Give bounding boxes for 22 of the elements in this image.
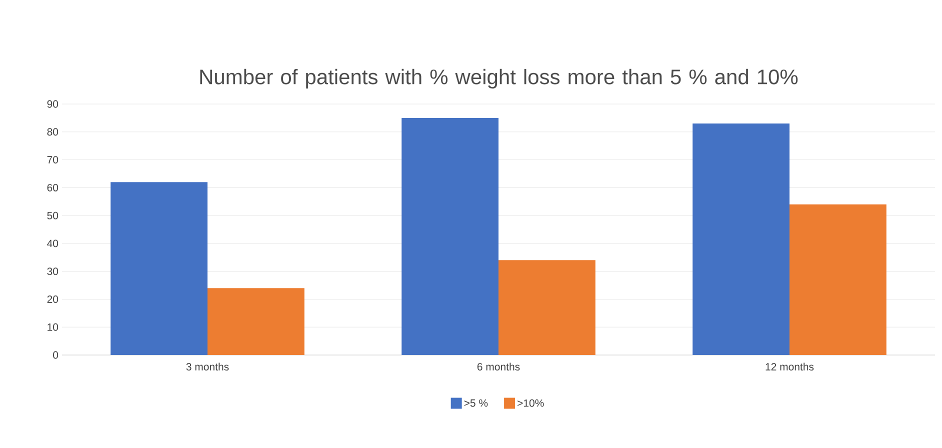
bar bbox=[790, 204, 886, 355]
x-tick-label: 3 months bbox=[186, 362, 229, 370]
bar bbox=[110, 182, 208, 355]
bar bbox=[692, 124, 790, 355]
y-tick-label: 90 bbox=[47, 100, 58, 108]
x-tick-label: 12 months bbox=[766, 362, 814, 370]
y-tick-label: 10 bbox=[48, 323, 58, 331]
bar bbox=[402, 118, 499, 355]
y-tick-label: 60 bbox=[47, 184, 58, 192]
y-tick-label: 50 bbox=[47, 212, 58, 220]
y-tick-label: 30 bbox=[47, 268, 58, 276]
y-tick-label: 0 bbox=[53, 351, 58, 359]
x-tick-label: 6 months bbox=[477, 362, 520, 370]
chart-title: Number of patients with % weight loss more than 5 % and 10% bbox=[200, 68, 798, 89]
y-tick-label: 40 bbox=[47, 240, 58, 248]
legend-label: >10% bbox=[518, 399, 544, 407]
y-tick-label: 20 bbox=[47, 296, 58, 303]
legend-label: >5 % bbox=[464, 399, 488, 407]
bar bbox=[498, 260, 596, 355]
y-tick-label: 80 bbox=[47, 128, 58, 136]
bar bbox=[208, 288, 304, 355]
y-tick-label: 70 bbox=[47, 156, 58, 164]
